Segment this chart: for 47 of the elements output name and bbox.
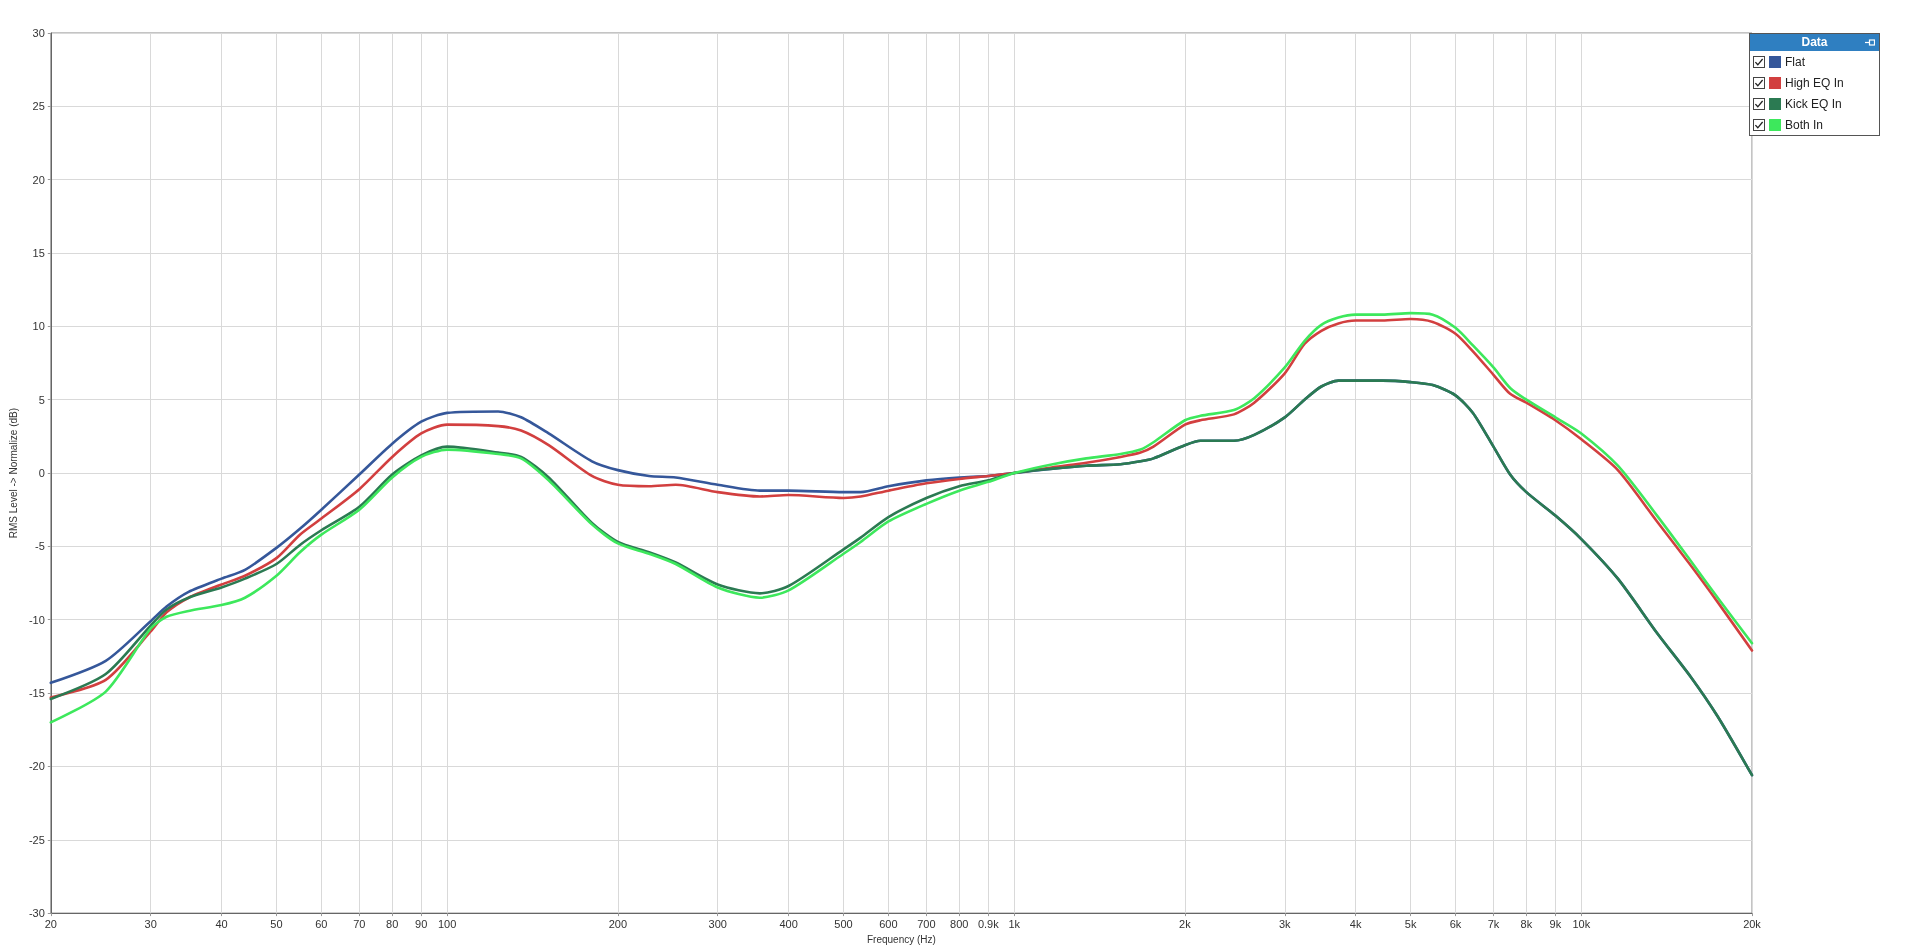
x-tick-label: 4k bbox=[1349, 917, 1362, 930]
x-tick-label: 50 bbox=[270, 917, 283, 930]
x-tick-label: 70 bbox=[353, 917, 366, 930]
x-tick-label: 800 bbox=[950, 917, 969, 930]
x-tick-label: 700 bbox=[917, 917, 936, 930]
x-tick-label: 8k bbox=[1520, 917, 1533, 930]
y-tick-label: -15 bbox=[28, 687, 45, 700]
x-tick-label: 80 bbox=[386, 917, 399, 930]
y-tick-label: 25 bbox=[32, 100, 45, 113]
y-tick-label: -25 bbox=[28, 833, 45, 846]
y-tick-label: 5 bbox=[38, 393, 45, 406]
y-tick-label: -10 bbox=[28, 613, 45, 626]
x-tick-label: 400 bbox=[779, 917, 798, 930]
x-tick-label: 1k bbox=[1008, 917, 1021, 930]
x-tick-label: 100 bbox=[437, 917, 457, 930]
x-tick-label: 60 bbox=[315, 917, 328, 930]
legend-label: Flat bbox=[1785, 54, 1806, 69]
x-tick-label: 6k bbox=[1449, 917, 1462, 930]
x-tick-label: 7k bbox=[1487, 917, 1500, 930]
x-tick-label: 9k bbox=[1549, 917, 1562, 930]
x-tick-label: 0.9k bbox=[977, 917, 1000, 930]
legend-title: Data bbox=[1801, 35, 1828, 49]
x-tick-label: 90 bbox=[415, 917, 428, 930]
x-tick-label: 30 bbox=[144, 917, 157, 930]
legend-label: High EQ In bbox=[1785, 75, 1844, 90]
legend-label: Kick EQ In bbox=[1785, 96, 1842, 111]
legend-label: Both In bbox=[1785, 117, 1824, 132]
x-tick-label: 300 bbox=[708, 917, 727, 930]
x-axis-title: Frequency (Hz) bbox=[866, 933, 936, 945]
y-tick-label: -20 bbox=[28, 760, 45, 773]
y-tick-label: 10 bbox=[32, 320, 45, 333]
x-tick-label: 600 bbox=[879, 917, 898, 930]
y-tick-label: 30 bbox=[32, 27, 45, 39]
x-tick-label: 2k bbox=[1179, 917, 1192, 930]
x-tick-label: 3k bbox=[1278, 917, 1292, 930]
x-tick-label: 500 bbox=[834, 917, 853, 930]
y-tick-label: 15 bbox=[32, 247, 45, 260]
x-tick-label: 200 bbox=[608, 917, 628, 930]
y-tick-label: 20 bbox=[32, 173, 45, 186]
y-tick-label: -5 bbox=[35, 540, 45, 553]
x-tick-label: 20k bbox=[1743, 917, 1762, 930]
y-axis-title: RMS Level -> Normalize (dB) bbox=[7, 407, 19, 539]
y-tick-label: 0 bbox=[38, 467, 45, 480]
x-tick-label: 5k bbox=[1404, 917, 1417, 930]
y-tick-label: -30 bbox=[28, 907, 45, 920]
x-tick-label: 40 bbox=[215, 917, 228, 930]
x-tick-label: 10k bbox=[1572, 917, 1591, 930]
